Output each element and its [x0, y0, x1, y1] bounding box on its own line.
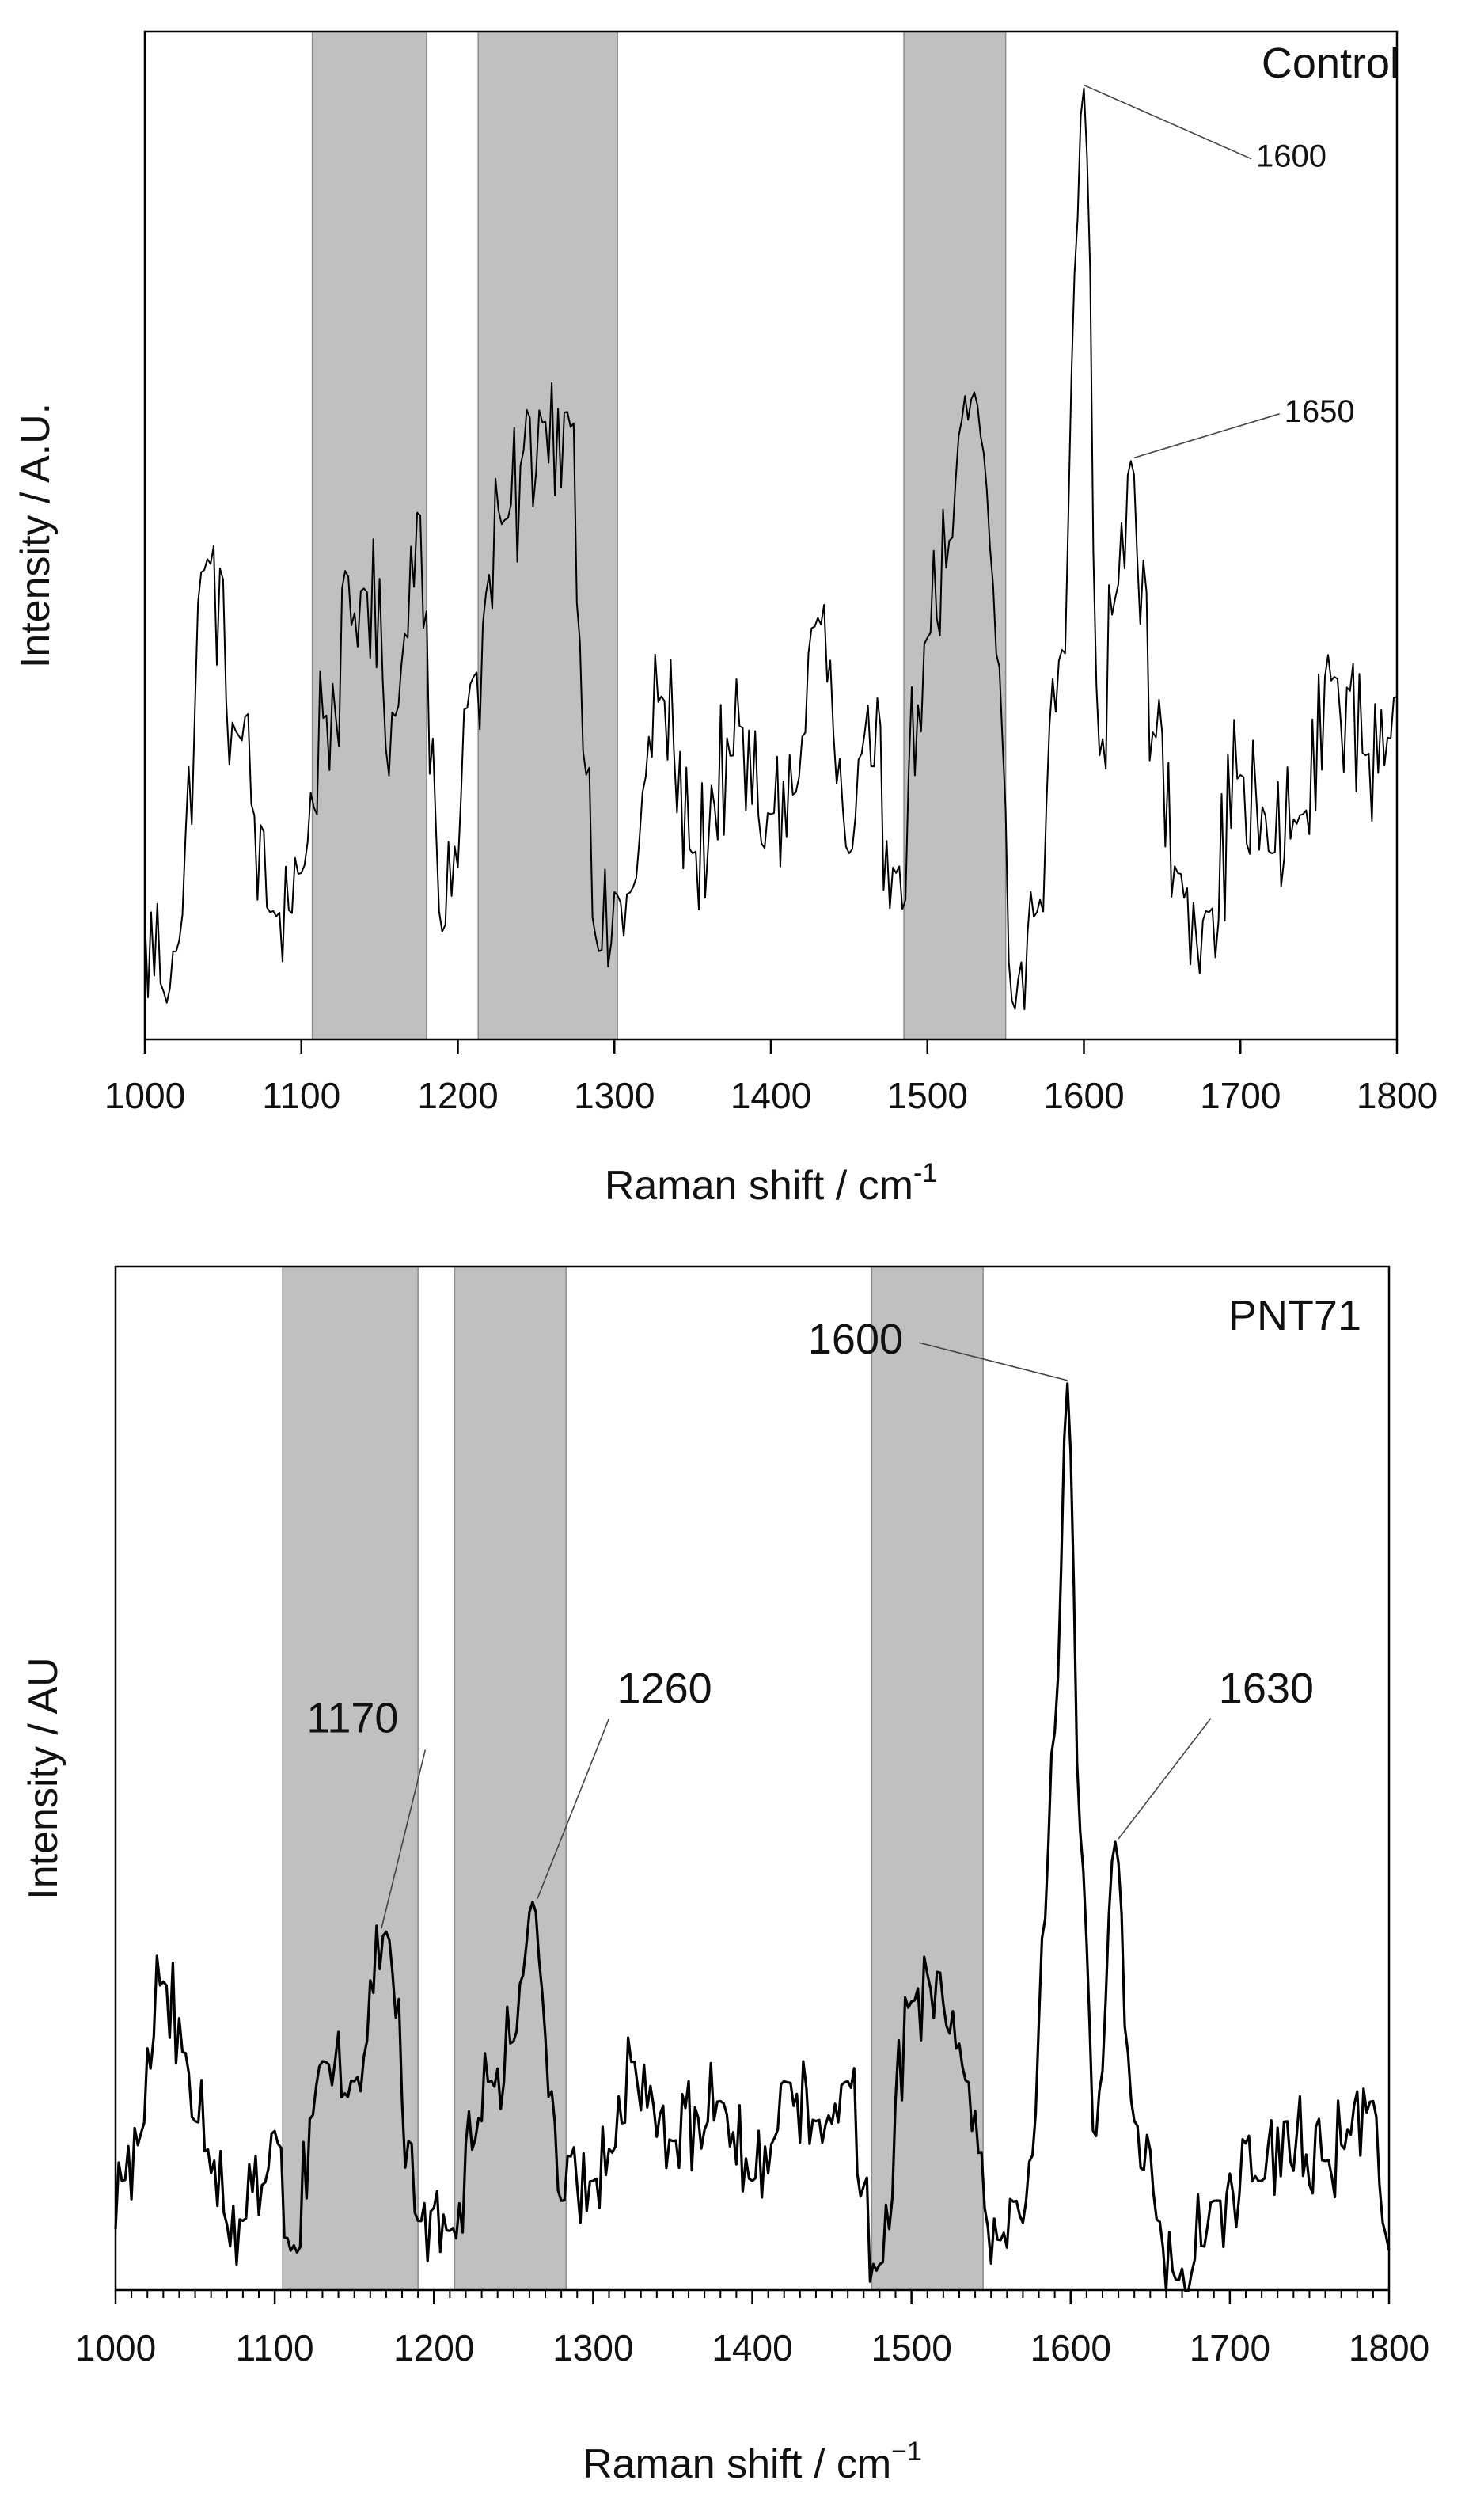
annotation-leader-4 — [1118, 1718, 1212, 1840]
peak-annotation-1260: 1260 — [617, 1665, 712, 1712]
annotation-leader-3 — [918, 1342, 1068, 1381]
shaded-band-1 — [311, 31, 427, 1040]
control-panel: 1000 1100 1200 1300 1400 1500 1600 1700 1800 Rama… — [13, 30, 1437, 1209]
x-axis-label: Raman shift / cm−1 — [583, 2437, 922, 2487]
spectrum-line — [144, 87, 1398, 1011]
spectrum-line — [114, 1382, 1391, 2292]
x-tick-label: 1700 — [1200, 1075, 1281, 1116]
x-tick-label: 1800 — [1349, 2327, 1429, 2368]
x-tick-label: 1100 — [236, 2327, 314, 2368]
y-axis-label: Intensity / A.U. — [13, 403, 59, 668]
annotation-leader-1 — [381, 1749, 427, 1929]
x-tick-label: 1000 — [75, 2327, 156, 2368]
x-tick-label: 1700 — [1190, 2327, 1270, 2368]
x-tick-label: 1500 — [871, 2327, 951, 2368]
panel-title: PNT71 — [1228, 1292, 1361, 1339]
annotation-leader-1 — [1084, 84, 1252, 160]
x-tick-label: 1400 — [731, 1075, 811, 1116]
shaded-band-2 — [454, 1266, 567, 2291]
shaded-band-1 — [282, 1266, 419, 2291]
x-tick-label: 1400 — [712, 2327, 792, 2368]
panel-title: Control — [1262, 40, 1399, 87]
shaded-band-2 — [477, 31, 618, 1040]
x-axis-label-text: Raman shift / cm — [583, 2441, 891, 2487]
x-axis-label-superscript: -1 — [913, 1158, 937, 1188]
peak-annotation-1600: 1600 — [808, 1316, 903, 1363]
x-tick-label: 1000 — [104, 1075, 185, 1116]
shaded-band-3 — [871, 1266, 984, 2291]
x-tick-label: 1600 — [1030, 2327, 1111, 2368]
peak-annotation-1600: 1600 — [1256, 139, 1326, 174]
pnt71-panel: 1000 1100 1200 1300 1400 1500 1600 1700 1800 Rama… — [21, 1265, 1429, 2487]
shaded-band-3 — [903, 31, 1007, 1040]
peak-annotation-1650: 1650 — [1285, 394, 1355, 429]
y-axis-label: Intensity / AU — [21, 1657, 66, 1899]
annotation-leader-2 — [537, 1718, 610, 1899]
x-axis-label-superscript: −1 — [891, 2437, 922, 2467]
x-tick-label: 1100 — [262, 1075, 340, 1116]
x-axis-label: Raman shift / cm-1 — [605, 1158, 937, 1209]
x-tick-label: 1200 — [393, 2327, 474, 2368]
x-axis-label-text: Raman shift / cm — [605, 1163, 913, 1209]
annotation-leader-2 — [1133, 413, 1280, 459]
x-tick-label: 1300 — [552, 2327, 633, 2368]
x-tick-label: 1600 — [1043, 1075, 1124, 1116]
x-tick-label: 1300 — [574, 1075, 655, 1116]
x-tick-label: 1500 — [887, 1075, 968, 1116]
x-tick-label: 1800 — [1357, 1075, 1437, 1116]
x-tick-label: 1200 — [417, 1075, 498, 1116]
peak-annotation-1630: 1630 — [1219, 1665, 1314, 1712]
peak-annotation-1170: 1170 — [306, 1695, 398, 1742]
